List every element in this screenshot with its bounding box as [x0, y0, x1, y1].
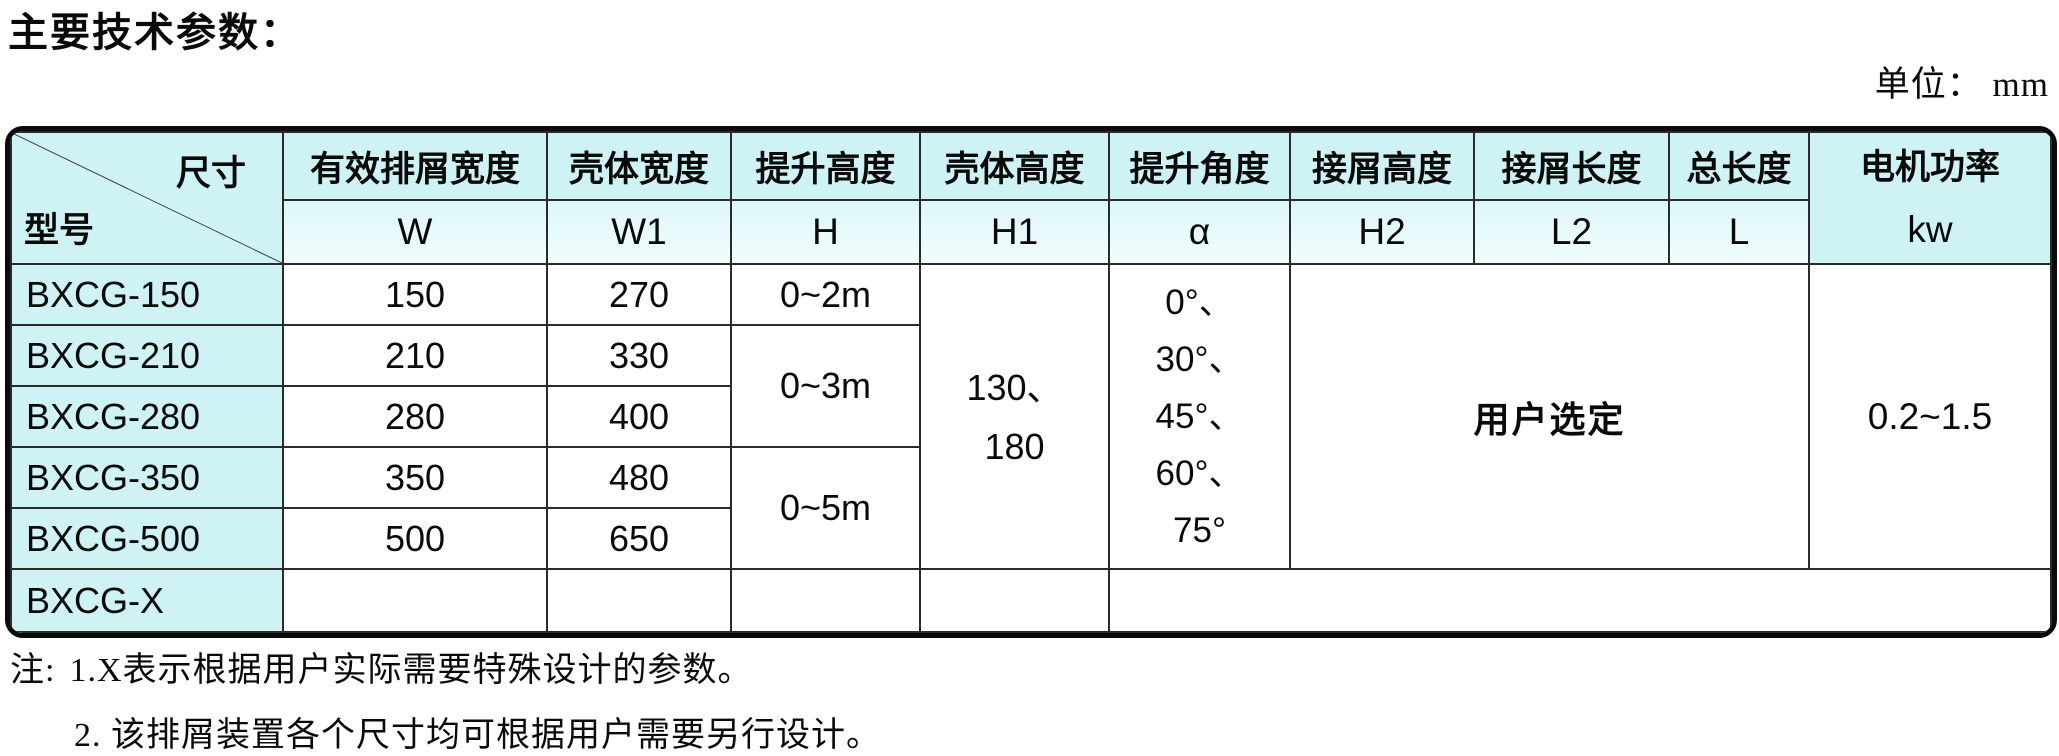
symbol-w1: W1: [546, 199, 732, 265]
parameters-table: 尺寸 型号 有效排屑宽度 壳体宽度 提升高度 壳体高度 提升角度 接屑高度 接屑…: [10, 131, 2052, 633]
cell-w: 350: [282, 446, 548, 509]
unit-note: 单位： mm: [1874, 65, 2049, 104]
cell-w1: 330: [546, 324, 732, 387]
cell-lift-angle-merged: 0°、 30°、 45°、 60°、 75°: [1108, 263, 1291, 570]
diagonal-divider-line: [12, 133, 282, 263]
footnotes: 注: 1.X表示根据用户实际需要特殊设计的参数。 2. 该排屑装置各个尺寸均可根据…: [10, 642, 881, 756]
row-bxcg-150: BXCG-150 150 270 0~2m 130、 180 0°、 30°、 …: [10, 263, 2052, 570]
angle-line4: 60°、: [1155, 454, 1244, 493]
row-bxcg-350: BXCG-350 350 480 0~5m: [10, 446, 2051, 570]
symbol-l: L: [1668, 199, 1810, 265]
row-bxcg-210: BXCG-210 210 330 0~3m: [10, 324, 2051, 448]
model-cell: BXCG-150: [10, 263, 284, 326]
cell-tail-empty-merged: [1108, 568, 2052, 633]
cell-w: 280: [282, 385, 548, 448]
angle-line2: 30°、: [1155, 340, 1244, 379]
col-header-lift-angle: 提升角度: [1108, 131, 1291, 201]
shell-height-line1: 130、: [966, 366, 1063, 408]
symbol-h: H: [730, 199, 921, 265]
symbol-alpha: α: [1108, 199, 1291, 265]
corner-header-cell: 尺寸 型号: [10, 131, 284, 265]
cell-w1: 650: [546, 507, 732, 570]
cell-w1: 480: [546, 446, 732, 509]
model-cell: BXCG-500: [10, 507, 284, 570]
angle-line5: 75°: [1173, 511, 1226, 550]
cell-h-empty: [730, 568, 921, 633]
footnote-1-text: 1.X表示根据用户实际需要特殊设计的参数。: [69, 652, 753, 689]
symbol-h2: H2: [1289, 199, 1475, 265]
row-bxcg-500: BXCG-500 500 650: [10, 507, 2051, 570]
model-cell: BXCG-210: [10, 324, 284, 387]
col-header-shell-width: 壳体宽度: [546, 131, 732, 201]
cell-w1: 270: [546, 263, 732, 326]
model-cell: BXCG-350: [10, 446, 284, 509]
footnote-1: 注: 1.X表示根据用户实际需要特殊设计的参数。: [10, 642, 881, 691]
col-header-chip-receive-height: 接屑高度: [1289, 131, 1475, 201]
page-title: 主要技术参数：: [8, 10, 302, 55]
footnote-2: 2. 该排屑装置各个尺寸均可根据用户需要另行设计。: [74, 707, 881, 756]
row-bxcg-280: BXCG-280 280 400: [10, 385, 2051, 448]
corner-model-label: 型号: [24, 211, 95, 250]
cell-w1: 400: [546, 385, 732, 448]
cell-lift-height-0-5m: 0~5m: [730, 446, 921, 570]
symbol-w: W: [282, 199, 548, 265]
col-header-shell-height: 壳体高度: [919, 131, 1110, 201]
footnote-2-text: 2. 该排屑装置各个尺寸均可根据用户需要另行设计。: [74, 717, 881, 754]
col-header-effective-chip-width: 有效排屑宽度: [282, 131, 548, 201]
model-cell: BXCG-X: [10, 568, 284, 633]
cell-shell-height-merged: 130、 180: [919, 263, 1110, 570]
model-cell: BXCG-280: [10, 385, 284, 448]
cell-w: 500: [282, 507, 548, 570]
cell-lift-height-0-2m: 0~2m: [730, 263, 921, 326]
symbol-h1: H1: [919, 199, 1110, 265]
cell-user-selected-merged: 用户选定: [1289, 263, 1810, 570]
cell-motor-power-merged: 0.2~1.5: [1808, 263, 2052, 570]
angle-line1: 0°、: [1165, 283, 1234, 322]
footnote-label: 注:: [10, 652, 56, 689]
cell-w: 150: [282, 263, 548, 326]
cell-w: 210: [282, 324, 548, 387]
cell-h1-empty: [919, 568, 1110, 633]
corner-dimension-label: 尺寸: [175, 154, 246, 193]
col-header-motor-power: 电机功率 kw: [1808, 131, 2052, 265]
cell-lift-height-0-3m: 0~3m: [730, 324, 921, 448]
motor-power-symbol: kw: [1907, 209, 1953, 250]
col-header-lift-height: 提升高度: [730, 131, 921, 201]
symbol-l2: L2: [1473, 199, 1670, 265]
cell-w-empty: [282, 568, 548, 633]
motor-power-name: 电机功率: [1859, 148, 2000, 187]
cell-w1-empty: [546, 568, 732, 633]
row-bxcg-x: BXCG-X: [10, 568, 2052, 633]
shell-height-line2: 180: [984, 425, 1045, 467]
angle-line3: 45°、: [1155, 397, 1244, 436]
col-header-total-length: 总长度: [1668, 131, 1810, 201]
parameters-table-frame: 尺寸 型号 有效排屑宽度 壳体宽度 提升高度 壳体高度 提升角度 接屑高度 接屑…: [5, 126, 2057, 638]
header-row-names: 尺寸 型号 有效排屑宽度 壳体宽度 提升高度 壳体高度 提升角度 接屑高度 接屑…: [10, 131, 2052, 265]
col-header-chip-receive-length: 接屑长度: [1473, 131, 1670, 201]
header-row-symbols: W W1 H H1 α H2 L2 L: [11, 199, 2051, 265]
